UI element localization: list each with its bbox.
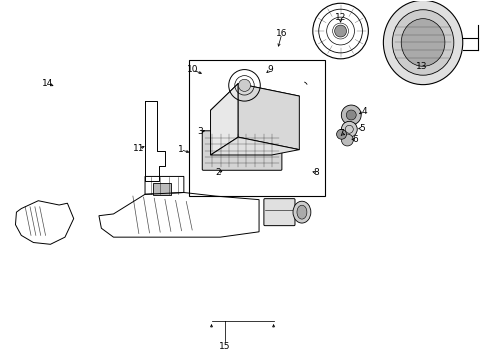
Text: 12: 12 bbox=[334, 13, 346, 22]
FancyBboxPatch shape bbox=[264, 199, 294, 226]
Circle shape bbox=[341, 105, 361, 125]
Circle shape bbox=[341, 121, 357, 137]
Ellipse shape bbox=[292, 201, 310, 223]
Text: 8: 8 bbox=[313, 168, 319, 177]
Text: 13: 13 bbox=[415, 62, 427, 71]
Text: 3: 3 bbox=[197, 127, 203, 136]
Circle shape bbox=[334, 25, 346, 37]
Polygon shape bbox=[210, 137, 299, 155]
Bar bbox=[188, 60, 324, 196]
Text: 10: 10 bbox=[186, 66, 198, 75]
Text: 14: 14 bbox=[42, 79, 54, 88]
Text: 5: 5 bbox=[358, 124, 364, 133]
Text: 15: 15 bbox=[219, 342, 230, 351]
Circle shape bbox=[336, 129, 346, 139]
Bar bbox=[153, 183, 170, 195]
Circle shape bbox=[346, 110, 355, 120]
Text: 4: 4 bbox=[361, 107, 367, 116]
Ellipse shape bbox=[401, 19, 444, 66]
Polygon shape bbox=[210, 84, 299, 123]
Ellipse shape bbox=[383, 0, 462, 85]
Text: 6: 6 bbox=[351, 135, 357, 144]
Ellipse shape bbox=[296, 205, 306, 219]
Polygon shape bbox=[238, 84, 299, 150]
Text: 16: 16 bbox=[276, 29, 287, 38]
Ellipse shape bbox=[238, 79, 250, 91]
Text: 9: 9 bbox=[267, 66, 272, 75]
Polygon shape bbox=[210, 84, 238, 155]
FancyBboxPatch shape bbox=[202, 131, 281, 170]
Text: 1: 1 bbox=[177, 145, 183, 154]
Text: 11: 11 bbox=[133, 144, 144, 153]
Circle shape bbox=[341, 134, 353, 146]
Text: 7: 7 bbox=[338, 129, 344, 138]
Text: 2: 2 bbox=[215, 168, 221, 177]
Ellipse shape bbox=[391, 10, 453, 75]
